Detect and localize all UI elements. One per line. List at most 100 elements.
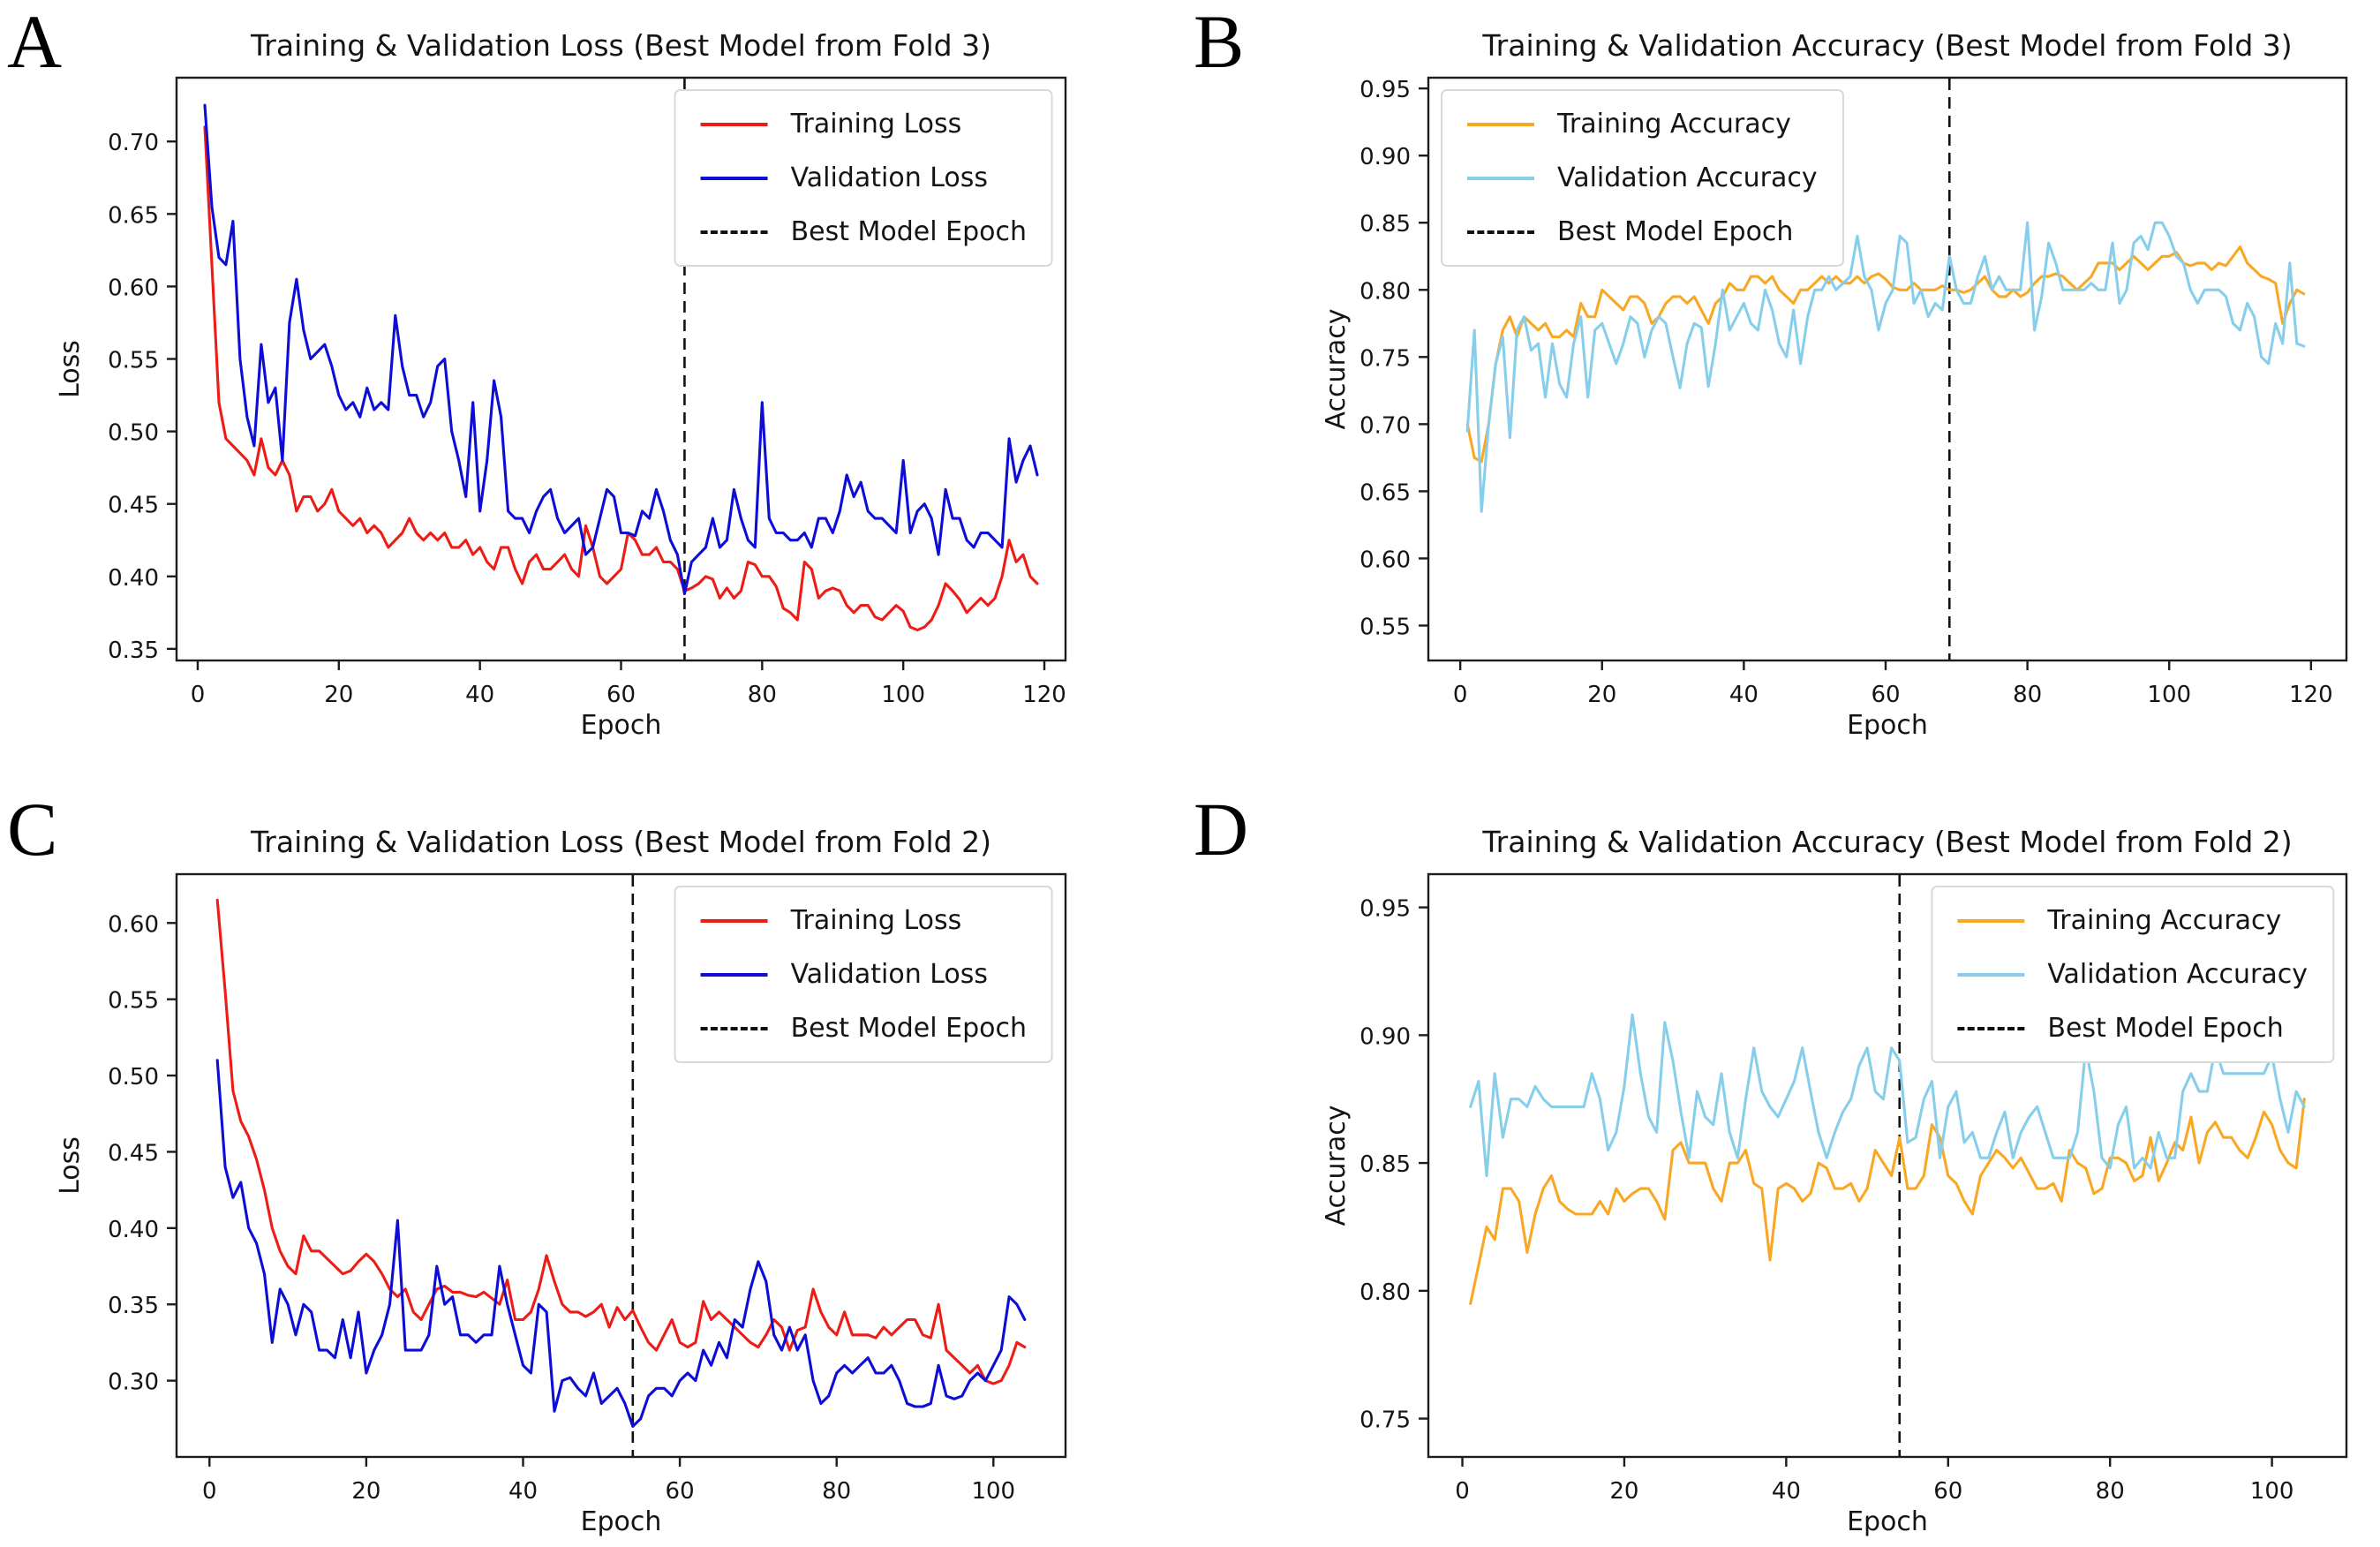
- legend-item: Validation Loss: [700, 959, 1027, 990]
- panel-letter-a: A: [7, 0, 63, 84]
- y-tick-label: 0.60: [108, 911, 159, 938]
- series-training-loss: [203, 125, 1039, 632]
- validation-accuracy-swatch-icon: [1957, 972, 2025, 977]
- y-tick-label: 0.50: [108, 420, 159, 447]
- chart-title-c: Training & Validation Loss (Best Model f…: [250, 825, 991, 859]
- legend-label: Training Accuracy: [2047, 905, 2282, 936]
- legend-item: Best Model Epoch: [700, 216, 1027, 247]
- legend-item: Best Model Epoch: [1957, 1013, 2308, 1044]
- legend-item: Training Accuracy: [1957, 905, 2308, 936]
- legend-item: Validation Loss: [700, 162, 1027, 193]
- legend-item: Validation Accuracy: [1467, 162, 1818, 193]
- series-validation-loss: [215, 1059, 1027, 1428]
- legend-label: Best Model Epoch: [1557, 216, 1794, 247]
- y-tick-label: 0.45: [108, 1140, 159, 1166]
- legend-label: Training Loss: [790, 109, 962, 140]
- x-tick-label: 60: [666, 1478, 695, 1505]
- legend-label: Validation Accuracy: [1557, 162, 1818, 193]
- y-axis-label-b: Accuracy: [1321, 308, 1352, 430]
- y-tick-label: 0.45: [108, 493, 159, 519]
- training-loss-swatch-icon: [700, 918, 768, 923]
- y-tick-label: 0.95: [1359, 896, 1411, 923]
- legend-b: Training Accuracy Validation Accuracy Be…: [1441, 89, 1844, 267]
- axes-frame: [175, 872, 1067, 1459]
- chart-title-a: Training & Validation Loss (Best Model f…: [250, 28, 991, 63]
- x-tick-label: 40: [508, 1478, 538, 1505]
- x-tick-label: 40: [1729, 682, 1759, 708]
- x-tick-label: 80: [822, 1478, 851, 1505]
- series-validation-loss: [203, 103, 1039, 596]
- y-axis-label-c: Loss: [55, 1136, 86, 1195]
- validation-loss-swatch-icon: [700, 972, 768, 977]
- legend-label: Validation Loss: [790, 162, 989, 193]
- legend-item: Validation Accuracy: [1957, 959, 2308, 990]
- x-tick-label: 100: [2147, 682, 2191, 708]
- legend-item: Training Loss: [700, 109, 1027, 140]
- y-tick-label: 0.75: [1359, 345, 1411, 372]
- validation-loss-swatch-icon: [700, 176, 768, 180]
- legend-a: Training Loss Validation Loss Best Model…: [674, 89, 1053, 267]
- training-accuracy-swatch-icon: [1467, 122, 1534, 126]
- axes-frame: [1427, 76, 2348, 662]
- x-tick-label: 0: [191, 682, 206, 708]
- y-tick-label: 0.80: [1359, 278, 1411, 305]
- legend-item: Best Model Epoch: [1467, 216, 1818, 247]
- y-axis-label-a: Loss: [55, 340, 86, 398]
- y-tick-label: 0.90: [1359, 144, 1411, 170]
- legend-label: Training Loss: [790, 905, 962, 936]
- best-epoch-swatch-icon: [700, 1026, 768, 1030]
- y-tick-label: 0.65: [1359, 479, 1411, 506]
- legend-label: Best Model Epoch: [790, 1013, 1027, 1044]
- panel-letter-b: B: [1194, 0, 1245, 84]
- y-axis-label-d: Accuracy: [1321, 1105, 1352, 1226]
- x-tick-label: 100: [881, 682, 925, 708]
- best-epoch-swatch-icon: [1957, 1026, 2025, 1030]
- legend-c: Training Loss Validation Loss Best Model…: [674, 886, 1053, 1063]
- x-tick-label: 20: [351, 1478, 380, 1505]
- series-training-accuracy: [1469, 1098, 2306, 1305]
- y-tick-label: 0.55: [108, 988, 159, 1015]
- x-tick-label: 0: [1453, 682, 1468, 708]
- training-accuracy-swatch-icon: [1957, 918, 2025, 923]
- legend-d: Training Accuracy Validation Accuracy Be…: [1931, 886, 2334, 1063]
- x-tick-label: 100: [971, 1478, 1015, 1505]
- legend-label: Best Model Epoch: [790, 216, 1027, 247]
- x-tick-label: 0: [202, 1478, 217, 1505]
- x-axis-label-d: Epoch: [1847, 1506, 1928, 1537]
- series-training-accuracy: [1465, 245, 2306, 464]
- x-tick-label: 20: [324, 682, 353, 708]
- y-tick-label: 0.60: [108, 275, 159, 301]
- y-tick-label: 0.30: [108, 1370, 159, 1396]
- y-tick-label: 0.90: [1359, 1023, 1411, 1050]
- x-axis-label-c: Epoch: [580, 1506, 662, 1537]
- x-tick-label: 60: [606, 682, 636, 708]
- validation-accuracy-swatch-icon: [1467, 176, 1534, 180]
- series-validation-accuracy: [1465, 221, 2306, 513]
- series-training-loss: [215, 898, 1027, 1385]
- panel-letter-d: D: [1194, 787, 1249, 872]
- legend-item: Best Model Epoch: [700, 1013, 1027, 1044]
- legend-label: Training Accuracy: [1557, 109, 1791, 140]
- y-tick-label: 0.35: [108, 1293, 159, 1319]
- x-tick-label: 40: [465, 682, 494, 708]
- y-tick-label: 0.75: [1359, 1407, 1411, 1434]
- training-loss-swatch-icon: [700, 122, 768, 126]
- legend-label: Validation Accuracy: [2047, 959, 2308, 990]
- x-tick-label: 80: [748, 682, 777, 708]
- best-epoch-swatch-icon: [700, 230, 768, 234]
- y-tick-label: 0.50: [108, 1064, 159, 1090]
- x-tick-label: 120: [1022, 682, 1066, 708]
- x-tick-label: 20: [1587, 682, 1616, 708]
- legend-label: Validation Loss: [790, 959, 989, 990]
- y-tick-label: 0.55: [108, 348, 159, 374]
- x-tick-label: 60: [1871, 682, 1900, 708]
- y-tick-label: 0.95: [1359, 77, 1411, 103]
- x-axis-label-a: Epoch: [580, 710, 662, 741]
- best-epoch-swatch-icon: [1467, 230, 1534, 234]
- axes-frame: [1427, 872, 2348, 1459]
- y-tick-label: 0.60: [1359, 547, 1411, 573]
- y-tick-label: 0.85: [1359, 1151, 1411, 1178]
- y-tick-label: 0.70: [1359, 412, 1411, 439]
- y-tick-label: 0.85: [1359, 211, 1411, 238]
